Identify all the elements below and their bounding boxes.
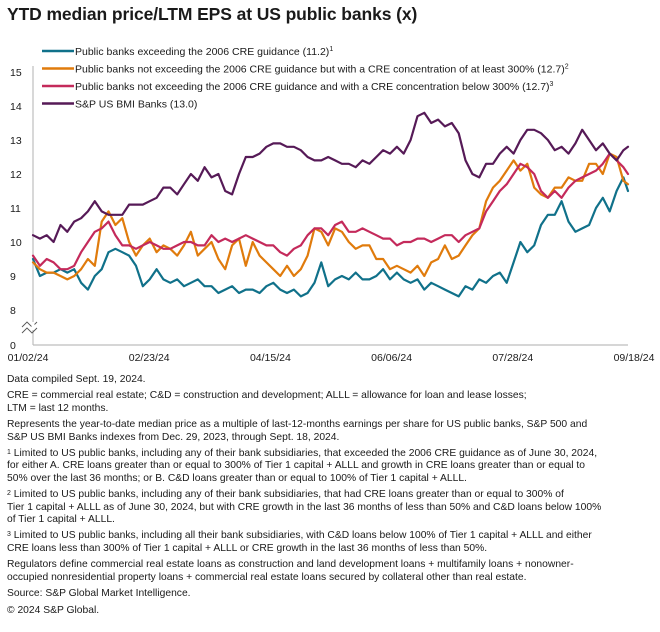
footnote-2: 2 Limited to US public banks, including …: [7, 489, 602, 526]
x-tick-label: 01/02/24: [8, 352, 49, 364]
y-tick-label: 14: [10, 101, 22, 113]
y-tick-label: 13: [10, 135, 22, 147]
legend-label: Public banks not exceeding the 2006 CRE …: [75, 64, 569, 76]
legend-item: Public banks not exceeding the 2006 CRE …: [42, 81, 554, 93]
x-tick-label: 02/23/24: [129, 352, 170, 364]
y-tick-label: 9: [10, 271, 16, 283]
legend-label: S&P US BMI Banks (13.0): [75, 99, 197, 111]
x-tick-label: 09/18/24: [614, 352, 655, 364]
note-abbreviations: CRE = commercial real estate; C&D = cons…: [7, 390, 527, 414]
series-line-3: [31, 152, 630, 271]
chart-title: YTD median price/LTM EPS at US public ba…: [7, 4, 418, 24]
axis-break-icon: [21, 327, 38, 334]
legend-footnote-mark: 2: [565, 64, 569, 71]
y-axis: 0 8 9 10 11 12 13 14 15: [10, 66, 38, 352]
series-line-1: [31, 176, 630, 298]
y-tick-label: 0: [10, 340, 16, 352]
legend-label: Public banks exceeding the 2006 CRE guid…: [75, 46, 333, 58]
x-tick-label: 07/28/24: [492, 352, 533, 364]
note-regulators: Regulators define commercial real estate…: [7, 559, 574, 583]
footnote-1: 1 Limited to US public banks, including …: [7, 448, 598, 484]
axis-break-icon: [21, 321, 38, 328]
footnote-3: 3 Limited to US public banks, including …: [7, 530, 592, 554]
chart-notes: Data compiled Sept. 19, 2024. CRE = comm…: [7, 374, 657, 617]
legend-footnote-mark: 3: [550, 81, 554, 88]
x-tick-label: 04/15/24: [250, 352, 291, 364]
x-axis: 01/02/24 02/23/24 04/15/24 06/06/24 07/28/24…: [8, 344, 655, 364]
legend: Public banks exceeding the 2006 CRE guid…: [42, 46, 569, 111]
series-line-4: [31, 111, 630, 244]
y-tick-label: 12: [10, 169, 22, 181]
y-tick-label: 8: [10, 305, 16, 317]
y-tick-label: 10: [10, 237, 22, 249]
legend-label: Public banks not exceeding the 2006 CRE …: [75, 81, 554, 93]
legend-item: Public banks not exceeding the 2006 CRE …: [42, 64, 569, 76]
series-lines: [31, 111, 630, 298]
legend-item: Public banks exceeding the 2006 CRE guid…: [42, 46, 333, 58]
legend-footnote-mark: 1: [329, 46, 333, 53]
note-source: Source: S&P Global Market Intelligence.: [7, 588, 191, 600]
legend-item: S&P US BMI Banks (13.0): [42, 99, 197, 111]
y-tick-label: 15: [10, 67, 22, 79]
axis-break-gap: [31, 322, 35, 330]
y-tick-label: 11: [10, 203, 21, 215]
x-tick-label: 06/06/24: [371, 352, 412, 364]
note-compiled: Data compiled Sept. 19, 2024.: [7, 374, 146, 385]
series-line-2: [31, 152, 630, 281]
note-copyright: © 2024 S&P Global.: [7, 604, 100, 616]
note-represents: Represents the year-to-date median price…: [7, 419, 588, 443]
